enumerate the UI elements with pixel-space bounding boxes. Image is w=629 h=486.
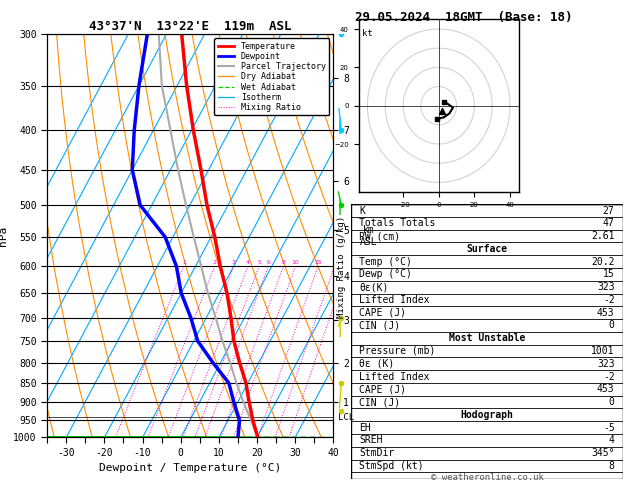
Text: EH: EH <box>359 423 371 433</box>
Text: Totals Totals: Totals Totals <box>359 218 435 228</box>
Text: 0: 0 <box>609 320 615 330</box>
Text: CAPE (J): CAPE (J) <box>359 308 406 318</box>
Text: Dewp (°C): Dewp (°C) <box>359 269 412 279</box>
Text: 10: 10 <box>292 260 299 265</box>
Text: LCL: LCL <box>338 413 353 422</box>
Text: Lifted Index: Lifted Index <box>359 295 430 305</box>
Text: 47: 47 <box>603 218 615 228</box>
Text: K: K <box>359 206 365 215</box>
Text: 3: 3 <box>232 260 236 265</box>
Text: 20.2: 20.2 <box>591 257 615 267</box>
Text: 8: 8 <box>282 260 286 265</box>
Text: 5: 5 <box>257 260 261 265</box>
Text: 29.05.2024  18GMT  (Base: 18): 29.05.2024 18GMT (Base: 18) <box>355 11 573 24</box>
Text: 453: 453 <box>597 308 615 318</box>
Text: -2: -2 <box>603 295 615 305</box>
Text: 8: 8 <box>609 461 615 471</box>
Text: 27: 27 <box>603 206 615 215</box>
Text: StmSpd (kt): StmSpd (kt) <box>359 461 424 471</box>
Text: 2: 2 <box>213 260 217 265</box>
Y-axis label: km
ASL: km ASL <box>360 225 377 246</box>
Text: -5: -5 <box>603 423 615 433</box>
Text: 15: 15 <box>603 269 615 279</box>
Text: Pressure (mb): Pressure (mb) <box>359 346 435 356</box>
Text: 4: 4 <box>609 435 615 445</box>
Text: 1001: 1001 <box>591 346 615 356</box>
Text: Mixing Ratio (g/kg): Mixing Ratio (g/kg) <box>337 216 346 318</box>
Text: 345°: 345° <box>591 448 615 458</box>
Text: © weatheronline.co.uk: © weatheronline.co.uk <box>431 473 544 482</box>
Text: CIN (J): CIN (J) <box>359 397 400 407</box>
Text: 453: 453 <box>597 384 615 394</box>
Text: 6: 6 <box>267 260 270 265</box>
Text: 323: 323 <box>597 282 615 292</box>
Text: θε(K): θε(K) <box>359 282 389 292</box>
Text: 0: 0 <box>609 397 615 407</box>
Title: 43°37'N  13°22'E  119m  ASL: 43°37'N 13°22'E 119m ASL <box>89 20 291 33</box>
Text: 15: 15 <box>314 260 322 265</box>
Text: Most Unstable: Most Unstable <box>448 333 525 343</box>
Text: kt: kt <box>362 29 373 38</box>
Text: 2.61: 2.61 <box>591 231 615 241</box>
Text: 323: 323 <box>597 359 615 369</box>
Legend: Temperature, Dewpoint, Parcel Trajectory, Dry Adiabat, Wet Adiabat, Isotherm, Mi: Temperature, Dewpoint, Parcel Trajectory… <box>214 38 329 115</box>
Text: Hodograph: Hodograph <box>460 410 513 420</box>
Text: PW (cm): PW (cm) <box>359 231 400 241</box>
Y-axis label: hPa: hPa <box>0 226 8 246</box>
Text: Surface: Surface <box>466 244 508 254</box>
Text: 1: 1 <box>182 260 186 265</box>
Text: CAPE (J): CAPE (J) <box>359 384 406 394</box>
Text: CIN (J): CIN (J) <box>359 320 400 330</box>
Text: Lifted Index: Lifted Index <box>359 371 430 382</box>
Text: 4: 4 <box>246 260 250 265</box>
Text: -2: -2 <box>603 371 615 382</box>
Text: Temp (°C): Temp (°C) <box>359 257 412 267</box>
Text: SREH: SREH <box>359 435 382 445</box>
Text: StmDir: StmDir <box>359 448 394 458</box>
Text: θε (K): θε (K) <box>359 359 394 369</box>
X-axis label: Dewpoint / Temperature (°C): Dewpoint / Temperature (°C) <box>99 463 281 473</box>
